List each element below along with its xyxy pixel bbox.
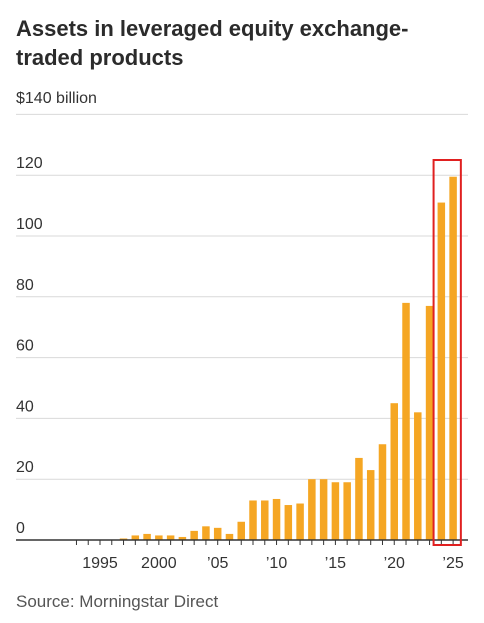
bar-2011 [284,505,293,540]
x-tick-label-2015: ’15 [325,555,346,572]
bar-2022 [414,412,422,540]
x-tick-label-2000: 2000 [141,555,177,572]
axis-ticks [16,539,468,545]
bar-2015 [331,482,340,540]
highlight [432,159,462,546]
bar-2017 [355,457,363,540]
bar-2025 [449,176,457,540]
bar-2024 [437,202,446,540]
bar-2004 [202,526,210,540]
bar-2009 [261,500,269,540]
bar-2013 [308,479,316,540]
bar-2019 [378,444,387,540]
bars [119,176,457,540]
bar-2010 [272,498,281,540]
y-tick-label-0: 0 [16,520,25,537]
highlight-box [432,159,462,546]
x-tick-label-2020: ’20 [384,555,405,572]
y-tick-label-40: 40 [16,398,34,415]
gridlines [16,113,468,480]
bar-1999 [143,533,151,540]
bar-2023 [425,305,434,540]
bar-2012 [296,503,304,540]
x-tick-label-1995: 1995 [82,555,118,572]
bar-2018 [366,470,375,540]
bar-2021 [402,302,410,540]
bar-2006 [225,533,234,540]
bar-2000 [155,535,163,540]
bar-1998 [131,535,140,540]
x-tick-label-2025: ’25 [442,555,463,572]
y-tick-label-100: 100 [16,216,43,233]
axis-labels: 0 20 40 60 80 100 120 1995 2000 ’05 ’10 ’15 ’20 ’25 [16,155,464,572]
y-tick-label-80: 80 [16,277,34,294]
bar-1997 [119,538,128,540]
bar-2007 [237,521,245,540]
chart-title: Assets in leveraged equity exchange-trad… [16,16,409,70]
y-axis-top-label: $140 billion [16,90,97,107]
bar-2002 [178,536,187,540]
source-note: Source: Morningstar Direct [16,592,219,611]
bar-2008 [249,500,257,540]
bar-2003 [190,530,198,540]
y-tick-label-20: 20 [16,459,34,476]
bar-2020 [390,403,398,540]
y-tick-label-60: 60 [16,338,34,355]
x-tick-label-2005: ’05 [207,555,228,572]
y-tick-label-120: 120 [16,155,43,172]
x-tick-label-2010: ’10 [266,555,287,572]
bar-2014 [319,479,328,540]
bar-2001 [166,535,175,540]
bar-2016 [343,482,351,540]
bar-2005 [213,527,222,540]
